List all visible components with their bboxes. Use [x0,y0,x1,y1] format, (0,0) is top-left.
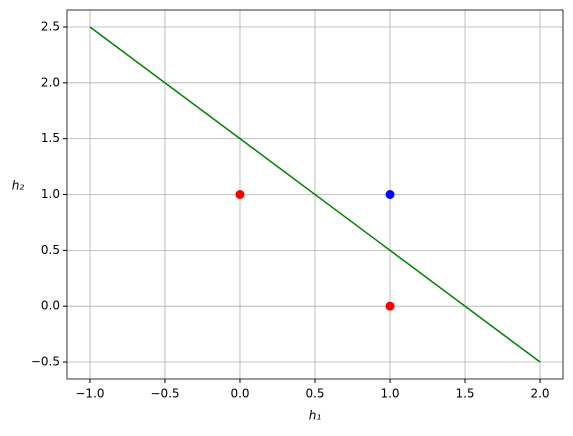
plot-frame [66,9,564,380]
x-tick-label: 1.0 [380,387,399,401]
y-tick-label: 2.5 [41,19,60,33]
x-axis-label: h₁ [309,409,322,423]
y-tick-label: 1.0 [41,187,60,201]
point [385,301,395,311]
line [89,26,541,363]
x-tick-label: −0.5 [150,387,179,401]
x-tick-label: 1.5 [455,387,474,401]
x-tick-label: 0.5 [305,387,324,401]
y-tick-label: 2.0 [41,75,60,89]
y-tick-label: 0.0 [41,299,60,313]
y-tick-label: 1.5 [41,131,60,145]
y-tick-label: 0.5 [41,243,60,257]
x-tick-label: −1.0 [75,387,104,401]
x-tick-label: 2.0 [530,387,549,401]
y-axis-label: h₂ [12,179,25,193]
point [235,190,245,199]
y-tick-label: −0.5 [31,355,60,369]
point [385,190,395,199]
x-tick-label: 0.0 [230,387,249,401]
